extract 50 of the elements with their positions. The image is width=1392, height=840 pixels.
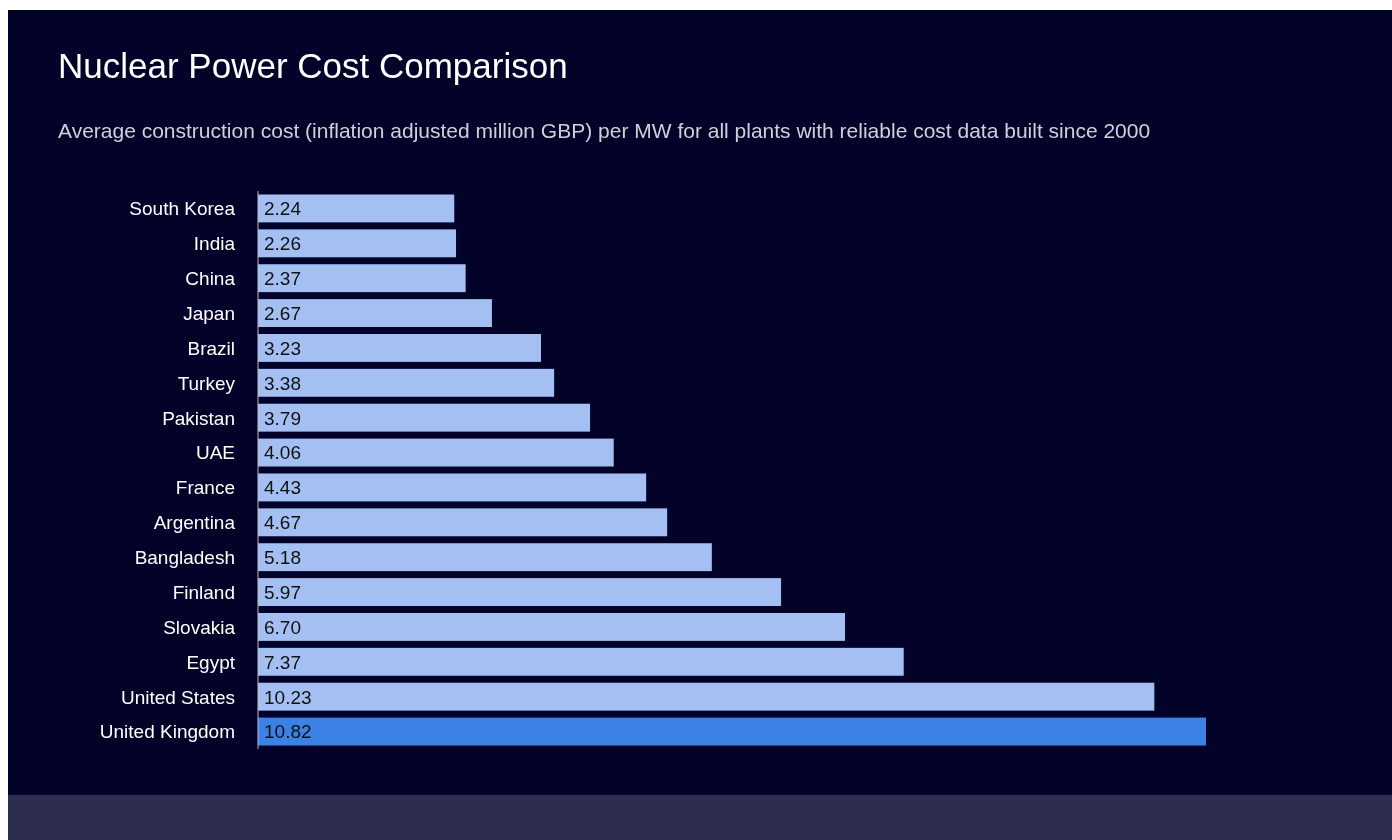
data-label: 3.79: [264, 407, 301, 429]
data-label: 2.67: [264, 302, 301, 324]
data-label: 10.82: [264, 721, 312, 743]
y-tick-label: Pakistan: [162, 407, 235, 429]
y-tick-label: Egypt: [186, 651, 236, 673]
data-label: 5.18: [264, 547, 301, 569]
bar: [258, 508, 668, 537]
bar: [258, 368, 555, 397]
y-tick-label: United States: [120, 686, 235, 708]
bar: [258, 647, 904, 676]
y-tick-label: Japan: [183, 302, 235, 324]
bar: [258, 612, 846, 641]
bar: [258, 264, 466, 293]
chart-subtitle: Average construction cost (inflation adjusted million GBP) per MW for all plants with reliable cost data built since 2000: [58, 119, 1151, 142]
y-tick-label: Argentina: [153, 512, 236, 534]
data-label: 4.06: [264, 442, 301, 464]
bar: [258, 473, 647, 502]
bar: [258, 333, 541, 362]
chart-title: Nuclear Power Cost Comparison: [58, 46, 568, 85]
y-tick-label: Brazil: [187, 337, 235, 359]
data-label: 6.70: [264, 616, 301, 638]
bar: [258, 194, 455, 223]
y-tick-label: France: [175, 477, 235, 499]
data-label: 3.38: [264, 372, 301, 394]
bar: [258, 682, 1155, 711]
y-tick-label: South Korea: [129, 198, 236, 220]
y-tick-label: India: [193, 233, 236, 255]
data-label: 2.26: [264, 233, 301, 255]
y-tick-label: China: [185, 268, 236, 290]
y-tick-label: UAE: [195, 442, 235, 464]
data-label: 4.67: [264, 512, 301, 534]
data-label: 10.23: [264, 686, 312, 708]
data-label: 2.37: [264, 268, 301, 290]
y-tick-label: Bangladesh: [134, 547, 235, 569]
data-label: 5.97: [264, 581, 301, 603]
data-label: 3.23: [264, 337, 301, 359]
data-label: 7.37: [264, 651, 301, 673]
data-label: 2.24: [264, 198, 302, 220]
bar: [258, 438, 614, 467]
y-tick-label: Slovakia: [163, 616, 236, 638]
bar: [258, 299, 492, 328]
data-label: 4.43: [264, 477, 301, 499]
bar: [258, 229, 457, 258]
y-tick-label: United Kingdom: [99, 721, 235, 743]
y-tick-label: Finland: [172, 581, 235, 603]
y-tick-label: Turkey: [177, 372, 236, 394]
bar: [258, 578, 782, 607]
bar: [258, 543, 712, 572]
bar: [258, 717, 1206, 746]
bar: [258, 403, 591, 432]
